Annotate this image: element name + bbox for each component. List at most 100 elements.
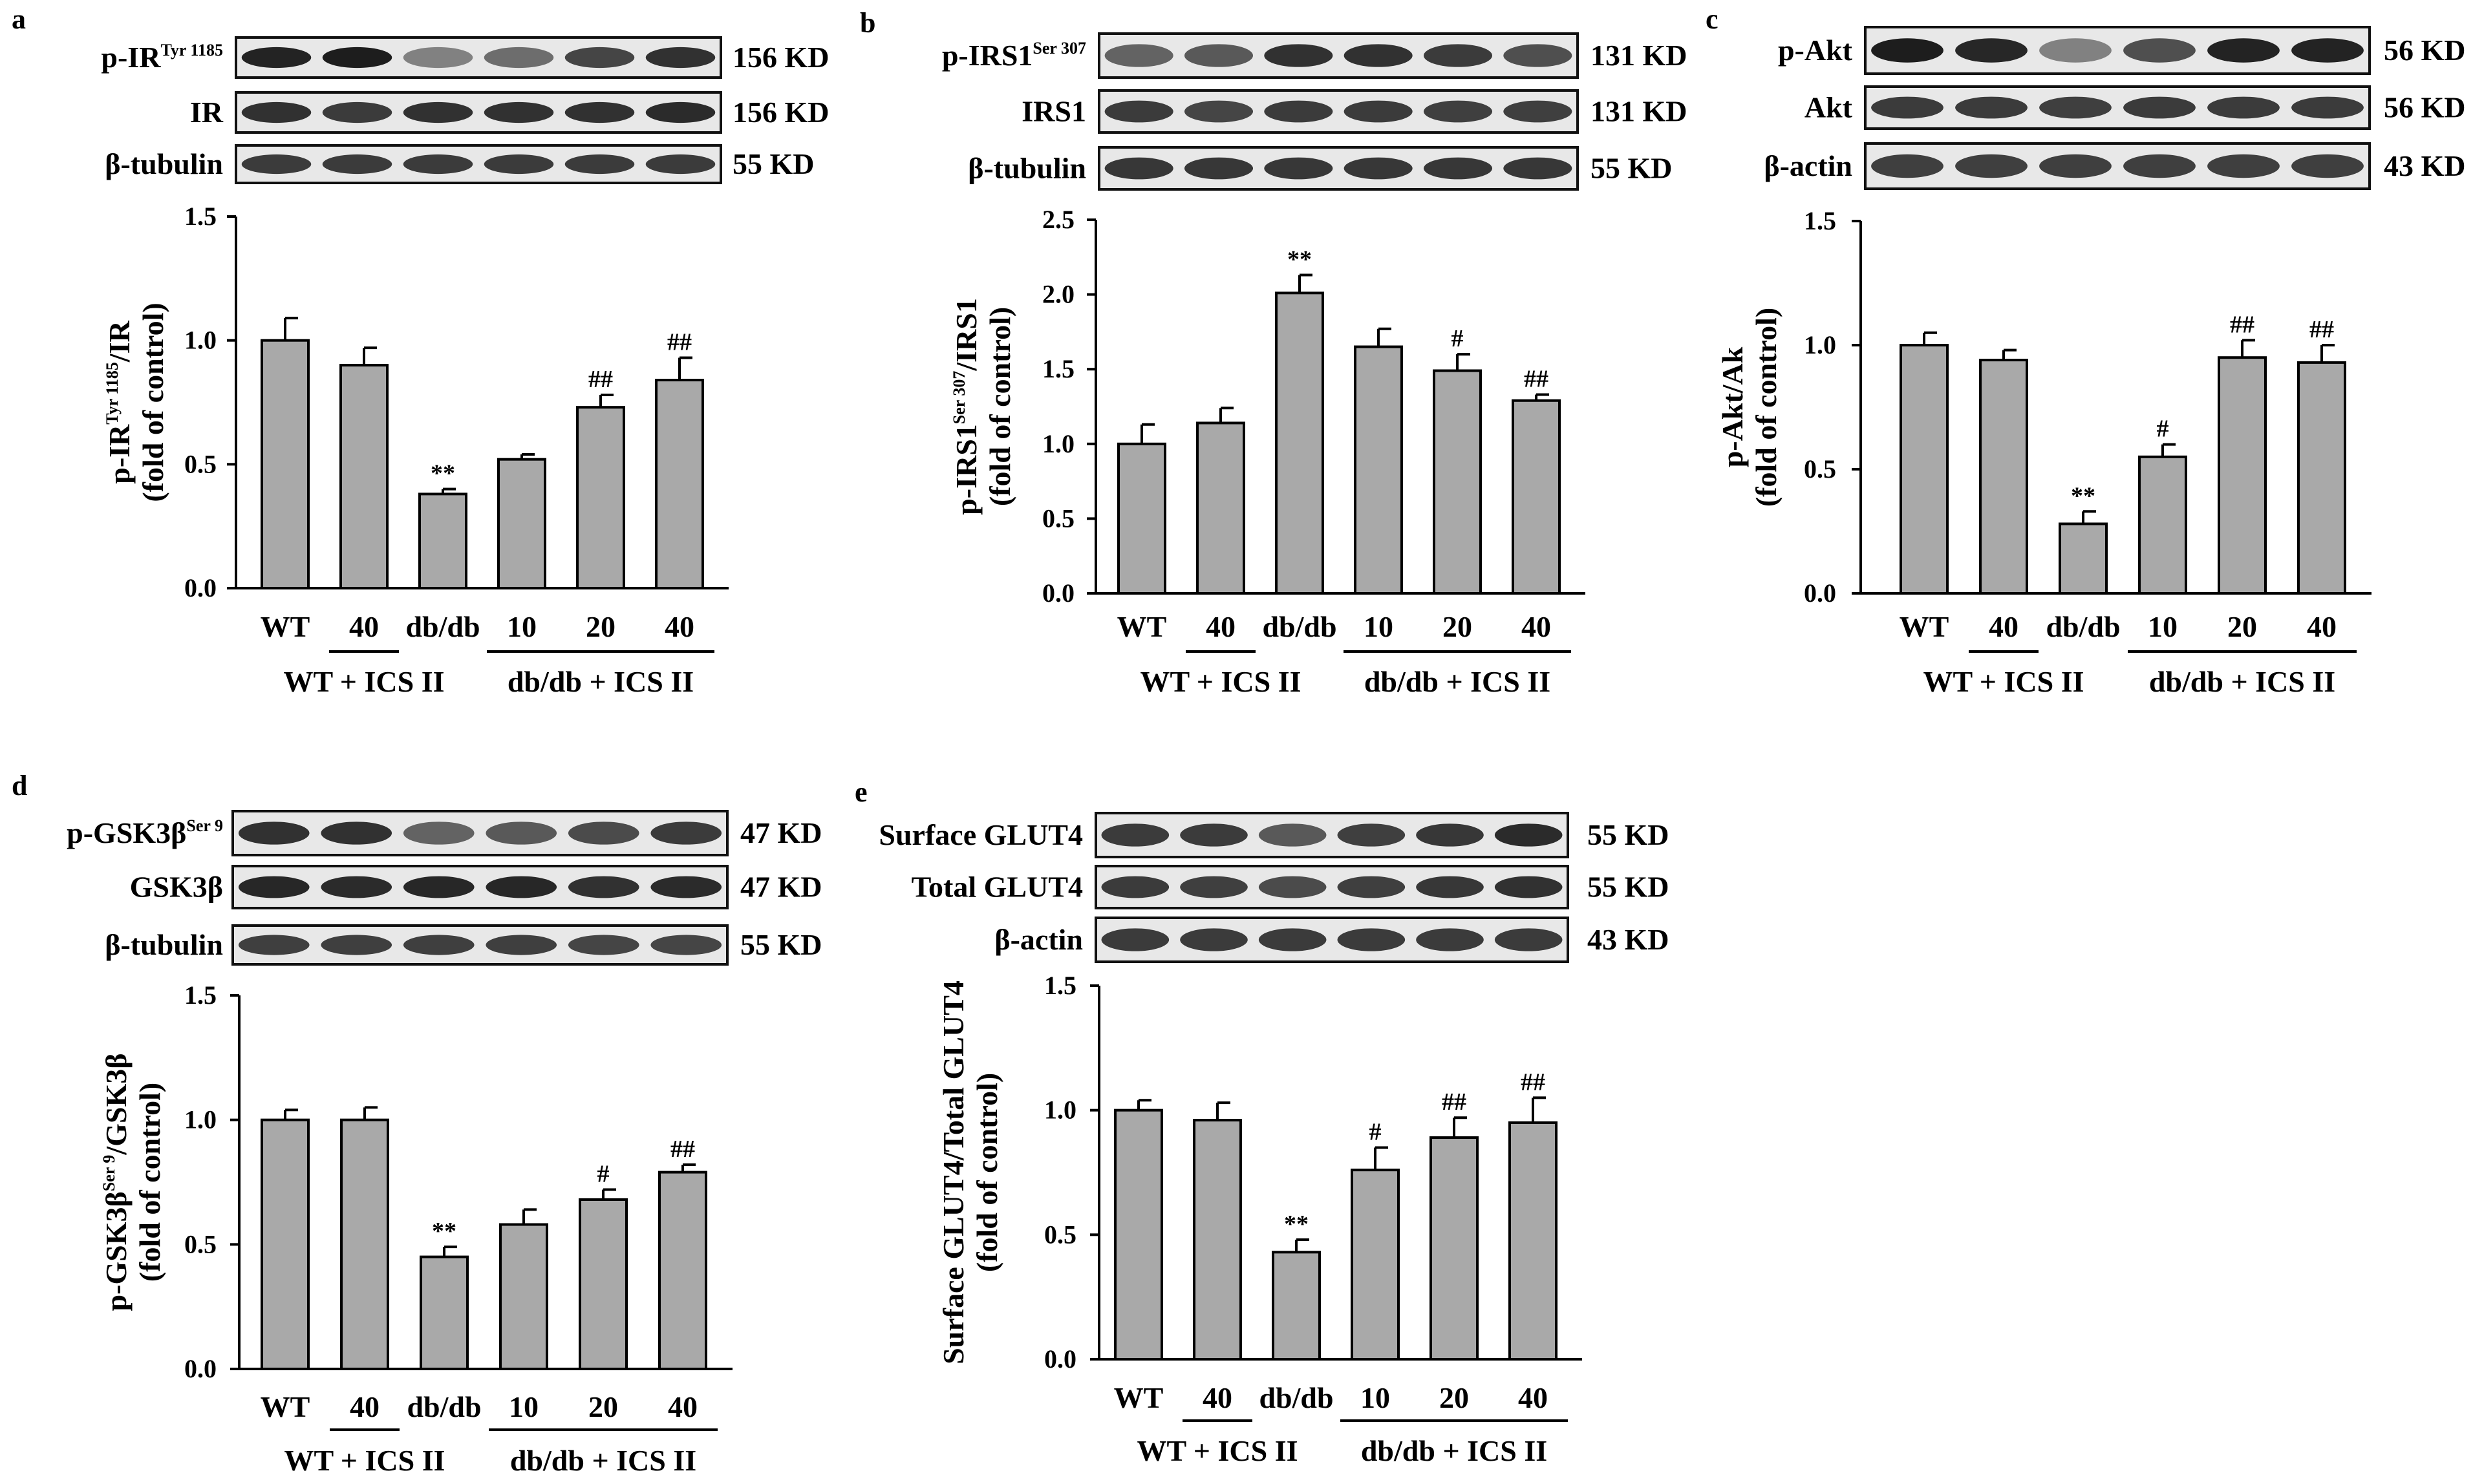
y-axis-label: p-IRTyr 1185/IR (fold of control) (103, 302, 169, 502)
blot-label: GSK3β (130, 871, 223, 904)
y-label-line1: Surface GLUT4/Total GLUT4 (937, 980, 970, 1364)
blot-band (1184, 100, 1254, 123)
blot-band (1101, 876, 1170, 898)
y-label-line1: p-Akt/Ak (1716, 346, 1749, 467)
bar (1117, 442, 1166, 595)
blot-band (1258, 876, 1327, 898)
blot-band (322, 47, 392, 69)
y-tick-label: 2.5 (1042, 205, 1075, 234)
x-tick-label: db/db (407, 1390, 481, 1423)
blot-band (486, 822, 557, 845)
blot-band (321, 935, 392, 955)
significance-label: ## (667, 329, 692, 356)
blot-band (321, 822, 392, 845)
bar (2297, 361, 2346, 595)
blot-strip: β-actin 43 KD (1764, 142, 2466, 190)
bar (497, 458, 546, 590)
x-tick-label: 20 (1439, 1381, 1469, 1414)
blot-band (645, 154, 716, 175)
x-tick-label: 10 (2148, 610, 2178, 643)
blot-band (1344, 44, 1413, 67)
x-tick-label: 40 (2307, 610, 2337, 643)
blot-frame (1098, 32, 1579, 79)
panel-letter: c (1706, 3, 1718, 35)
blot-band (403, 822, 475, 845)
blot-frame (1864, 26, 2371, 75)
blot-label: p-Akt (1778, 34, 1853, 67)
group-label: db/db + ICS II (1361, 1434, 1547, 1467)
blot-band (2039, 154, 2112, 178)
blot-band (1955, 38, 2028, 63)
x-tick-label: 10 (507, 610, 537, 643)
y-tick-label: 1.5 (1044, 971, 1076, 1000)
significance-label: # (1451, 325, 1464, 352)
blot-band (645, 47, 716, 69)
group-label: WT + ICS II (1137, 1434, 1298, 1467)
blot-frame (1095, 812, 1569, 858)
x-tick-label: 40 (665, 610, 694, 643)
blot-band (1416, 823, 1484, 847)
blot-strip: β-tubulin 55 KD (968, 146, 1673, 191)
panel-a: a p-IRTyr 1185 156 KD IR 156 KD β-tubulin 55 K… (12, 3, 830, 698)
y-tick-label: 0.0 (1042, 578, 1075, 608)
x-tick-label: 40 (1518, 1381, 1548, 1414)
bar (261, 339, 310, 590)
blot-band (650, 876, 722, 898)
blot-band (403, 154, 473, 175)
blot-band (1337, 876, 1406, 898)
blot-band (1101, 928, 1170, 951)
blot-band (403, 935, 475, 955)
blot-label: Total GLUT4 (912, 871, 1083, 904)
blot-band (1264, 44, 1333, 67)
blot-band (1494, 876, 1563, 898)
group-label: WT + ICS II (284, 1444, 445, 1477)
y-tick-label: 1.0 (184, 1105, 217, 1134)
y-tick-label: 1.5 (1042, 354, 1075, 383)
blot-label: β-tubulin (105, 928, 223, 961)
blot-frame (235, 36, 722, 79)
y-axis-label: p-Akt/Ak (fold of control) (1716, 308, 1783, 507)
blot-band (1264, 100, 1333, 123)
blot-strip: p-GSK3βSer 9 47 KD (67, 810, 822, 856)
y-tick-label: 1.5 (184, 980, 217, 1010)
x-tick-label: 10 (1364, 610, 1393, 643)
bar (1114, 1108, 1163, 1361)
group-label: db/db + ICS II (2149, 665, 2335, 698)
blot-band (1258, 928, 1327, 951)
bar (1272, 1251, 1321, 1361)
bar (2138, 455, 2187, 595)
y-label-line2: (fold of control) (1750, 308, 1783, 507)
blot-band (484, 47, 554, 69)
x-tick-label: WT (261, 1390, 310, 1423)
x-tick-label: 20 (2227, 610, 2257, 643)
x-tick-label: 20 (586, 610, 616, 643)
y-tick-label: 0.0 (184, 1354, 217, 1383)
blot-band (238, 876, 310, 898)
blot-band (1416, 876, 1484, 898)
blot-band (486, 935, 557, 955)
blot-strip: IRS1 131 KD (1022, 89, 1687, 134)
y-tick-label: 1.0 (1804, 330, 1836, 359)
y-label-line2: (fold of control) (136, 302, 169, 502)
blot-band (2291, 154, 2364, 178)
bar (1354, 345, 1403, 595)
blot-strip: β-actin 43 KD (994, 917, 1669, 963)
blot-size-label: 43 KD (1587, 923, 1669, 956)
significance-label: ## (2309, 316, 2334, 343)
y-tick-label: 0.0 (184, 573, 217, 602)
blot-band (403, 101, 473, 123)
x-tick-label: 10 (1360, 1381, 1390, 1414)
blot-band (564, 47, 635, 69)
blot-size-label: 131 KD (1590, 39, 1687, 72)
panel-letter: b (860, 7, 875, 39)
y-label-line2: (fold of control) (983, 307, 1016, 506)
blot-strip: Akt 56 KD (1804, 85, 2466, 130)
blot-size-label: 131 KD (1590, 95, 1687, 128)
significance-label: ** (1284, 1211, 1309, 1238)
y-tick-label: 1.0 (1044, 1096, 1076, 1125)
blot-frame (1864, 85, 2371, 130)
bar-chart: 0.0 0.5 1.0 1.5 p-GSK3βSer 9/GSK3β (fold of c… (100, 980, 733, 1477)
blot-band (1344, 100, 1413, 123)
y-tick-label: 1.5 (184, 202, 217, 231)
